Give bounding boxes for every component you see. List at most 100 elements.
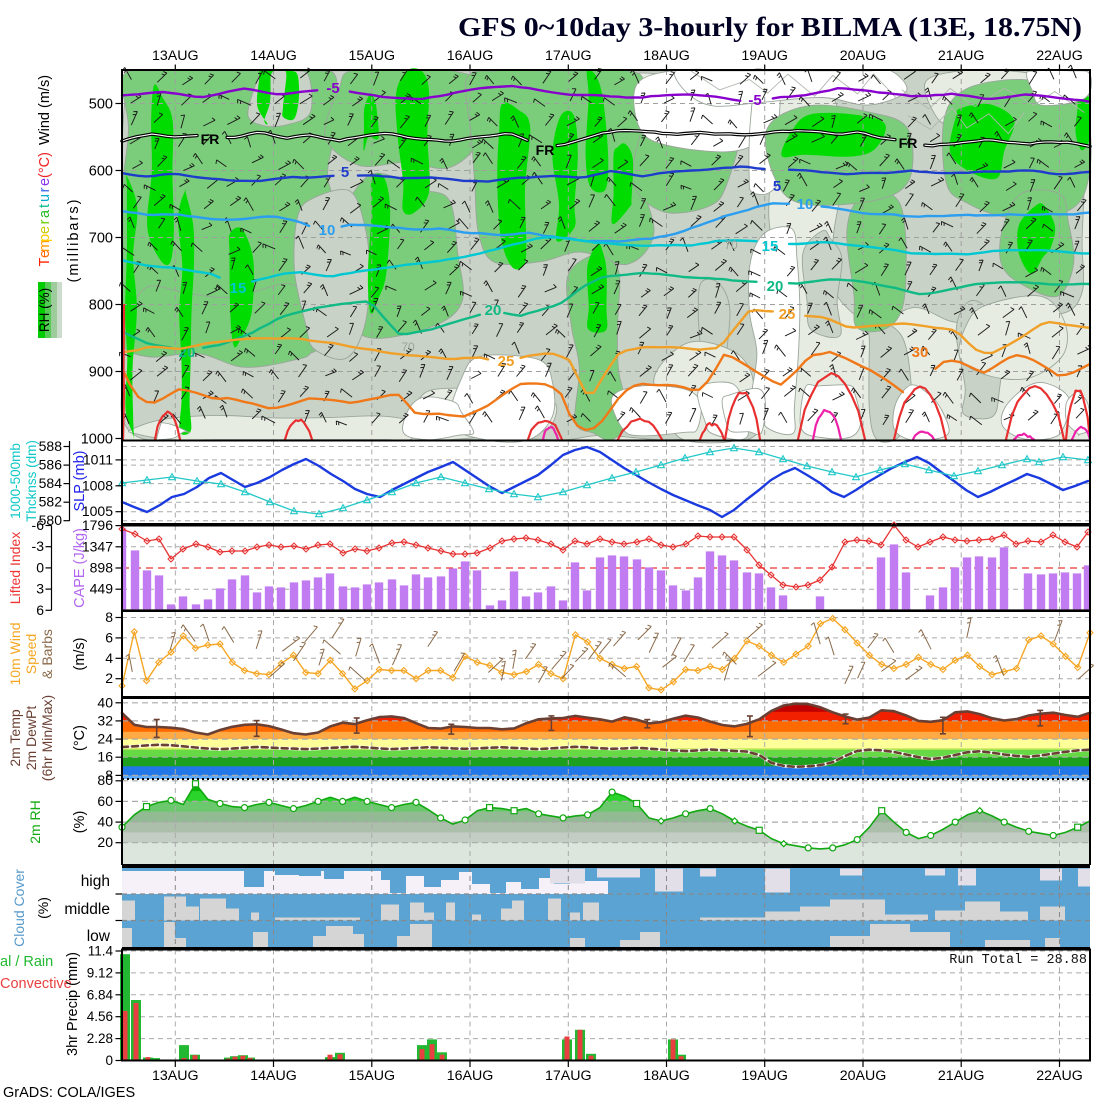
- svg-text:449: 449: [90, 581, 114, 597]
- svg-text:19AUG: 19AUG: [741, 1068, 788, 1084]
- svg-text:1796: 1796: [82, 517, 113, 533]
- svg-text:80: 80: [97, 772, 113, 788]
- svg-text:30: 30: [912, 344, 929, 361]
- svg-text:19AUG: 19AUG: [741, 48, 788, 64]
- svg-text:& Barbs: & Barbs: [39, 629, 55, 679]
- svg-text:25: 25: [498, 353, 515, 370]
- svg-text:2m RH: 2m RH: [27, 800, 43, 844]
- svg-text:-5: -5: [326, 80, 339, 97]
- svg-text:60: 60: [97, 793, 113, 809]
- svg-text:20: 20: [767, 278, 784, 295]
- svg-text:-5: -5: [748, 92, 761, 109]
- svg-text:0: 0: [105, 1053, 113, 1068]
- svg-text:25: 25: [779, 306, 796, 323]
- svg-text:CAPE (J/kg): CAPE (J/kg): [72, 528, 88, 608]
- svg-text:40: 40: [97, 814, 113, 830]
- svg-text:t: t: [37, 204, 53, 208]
- svg-text:600: 600: [89, 164, 113, 180]
- svg-text:15: 15: [762, 238, 779, 255]
- svg-text:FR: FR: [899, 135, 918, 151]
- svg-text:low: low: [87, 928, 111, 945]
- svg-text:580: 580: [39, 512, 63, 528]
- svg-text:70: 70: [401, 340, 415, 354]
- svg-text:r: r: [37, 219, 53, 224]
- svg-text:GFS 0~10day 3-hourly for BILMA: GFS 0~10day 3-hourly for BILMA (13E, 18.…: [458, 12, 1082, 42]
- svg-text:588: 588: [39, 438, 63, 454]
- svg-text:13AUG: 13AUG: [152, 48, 199, 64]
- svg-text:800: 800: [89, 298, 113, 314]
- svg-text:e: e: [37, 250, 53, 258]
- svg-text:17AUG: 17AUG: [545, 1068, 592, 1084]
- svg-text:al / Rain: al / Rain: [0, 954, 53, 970]
- svg-text:m: m: [37, 240, 53, 252]
- svg-text:e: e: [37, 178, 53, 186]
- svg-text:15AUG: 15AUG: [349, 1068, 396, 1084]
- svg-text:p: p: [37, 234, 53, 242]
- svg-text:Thcknss (dm): Thcknss (dm): [24, 440, 39, 522]
- svg-text:(%): (%): [72, 811, 88, 834]
- svg-text:(°C): (°C): [72, 725, 88, 751]
- svg-text:21AUG: 21AUG: [938, 48, 985, 64]
- svg-text:2.28: 2.28: [87, 1031, 113, 1046]
- svg-text:582: 582: [39, 494, 63, 510]
- svg-text:700: 700: [89, 231, 113, 247]
- svg-text:(m/s): (m/s): [72, 637, 88, 670]
- svg-text:500: 500: [89, 97, 113, 113]
- svg-text:(%): (%): [35, 897, 51, 919]
- svg-text:(°C): (°C): [37, 152, 53, 178]
- svg-text:20AUG: 20AUG: [840, 1068, 887, 1084]
- svg-text:15AUG: 15AUG: [349, 48, 396, 64]
- svg-text:RH (%): RH (%): [37, 288, 52, 332]
- svg-text:2m Temp: 2m Temp: [7, 709, 23, 767]
- svg-text:FR: FR: [536, 142, 555, 158]
- svg-text:6: 6: [36, 602, 44, 618]
- svg-text:10: 10: [797, 196, 814, 213]
- svg-text:r: r: [37, 187, 53, 192]
- svg-text:high: high: [81, 873, 110, 890]
- svg-text:21AUG: 21AUG: [938, 1068, 985, 1084]
- svg-text:u: u: [37, 194, 53, 202]
- svg-text:4: 4: [105, 650, 113, 666]
- svg-text:GrADS: COLA/IGES: GrADS: COLA/IGES: [3, 1085, 135, 1100]
- svg-text:T: T: [37, 257, 53, 266]
- svg-text:22AUG: 22AUG: [1036, 48, 1083, 64]
- svg-text:-3: -3: [32, 538, 45, 554]
- svg-text:6.84: 6.84: [87, 987, 114, 1002]
- svg-text:10m Wind: 10m Wind: [7, 622, 23, 685]
- svg-text:1000-500mb: 1000-500mb: [8, 443, 23, 519]
- svg-text:Wind (m/s): Wind (m/s): [37, 75, 53, 145]
- svg-text:Lifted Index: Lifted Index: [7, 532, 23, 604]
- svg-text:16AUG: 16AUG: [447, 48, 494, 64]
- svg-text:15: 15: [230, 280, 247, 297]
- svg-text:18AUG: 18AUG: [643, 48, 690, 64]
- svg-text:5: 5: [773, 178, 781, 195]
- svg-text:Cloud Cover: Cloud Cover: [11, 869, 27, 947]
- svg-text:11.4: 11.4: [88, 944, 114, 959]
- svg-text:Speed: Speed: [23, 634, 39, 674]
- svg-text:584: 584: [39, 475, 63, 491]
- svg-text:2: 2: [105, 670, 113, 686]
- svg-text:898: 898: [90, 560, 114, 576]
- svg-text:2m DewPt: 2m DewPt: [23, 706, 39, 771]
- svg-text:5: 5: [341, 164, 349, 181]
- svg-text:10: 10: [319, 222, 336, 239]
- svg-text:Convective: Convective: [0, 976, 72, 992]
- svg-text:24: 24: [97, 731, 113, 747]
- svg-text:22AUG: 22AUG: [1036, 1068, 1083, 1084]
- svg-text:a: a: [37, 209, 53, 218]
- svg-text:14AUG: 14AUG: [250, 48, 297, 64]
- svg-text:(millibars): (millibars): [66, 198, 82, 283]
- svg-text:9.12: 9.12: [87, 965, 113, 980]
- svg-text:0: 0: [36, 559, 44, 575]
- svg-text:40: 40: [97, 694, 113, 710]
- svg-text:1008: 1008: [82, 477, 113, 493]
- svg-text:17AUG: 17AUG: [545, 48, 592, 64]
- svg-text:e: e: [37, 226, 53, 234]
- svg-text:3: 3: [36, 581, 44, 597]
- svg-text:Run Total = 28.88: Run Total = 28.88: [949, 953, 1087, 968]
- svg-text:8: 8: [105, 609, 113, 625]
- svg-text:20AUG: 20AUG: [840, 48, 887, 64]
- svg-text:1011: 1011: [83, 451, 113, 467]
- svg-text:4.56: 4.56: [87, 1009, 113, 1024]
- svg-text:32: 32: [97, 712, 113, 728]
